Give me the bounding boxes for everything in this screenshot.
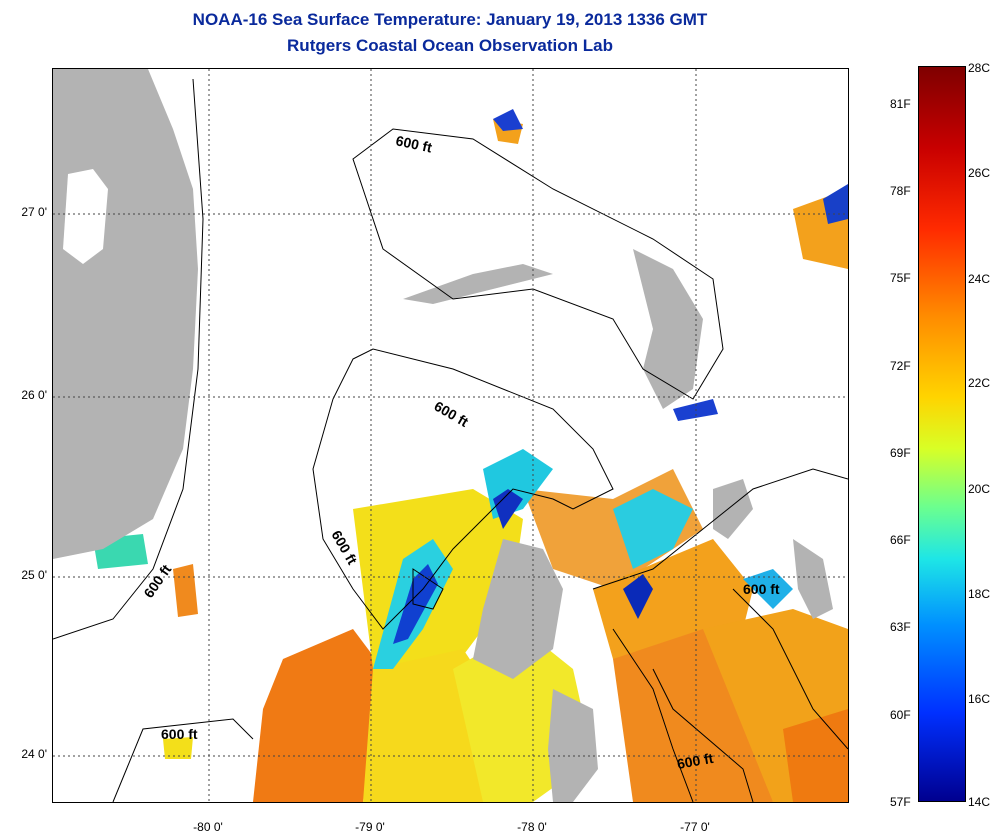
contour-label: 600 ft — [140, 561, 174, 600]
colorbar-fahrenheit-label: 75F — [890, 271, 911, 285]
colorbar-fahrenheit-label: 63F — [890, 620, 911, 634]
eleuthera-land — [713, 479, 753, 539]
contour-label: 600 ft — [743, 581, 780, 597]
colorbar-celsius-label: 20C — [968, 482, 991, 496]
colorbar-fahrenheit-label: 81F — [890, 97, 911, 111]
contour-lines — [53, 78, 848, 802]
colorbar-celsius-label: 26C — [968, 166, 991, 180]
colorbar-celsius-label: 14C — [968, 795, 991, 809]
colorbar-fahrenheit-label: 60F — [890, 708, 911, 722]
colorbar-fahrenheit-label: 69F — [890, 446, 911, 460]
sst-map: 600 ft 600 ft 600 ft 600 ft 600 ft 600 f… — [52, 68, 849, 803]
colorbar-celsius-label: 24C — [968, 272, 991, 286]
temperature-colorbar — [918, 66, 966, 802]
colorbar-fahrenheit-label: 57F — [890, 795, 911, 809]
colorbar-fahrenheit-label: 66F — [890, 533, 911, 547]
colorbar-fahrenheit-label: 78F — [890, 184, 911, 198]
sst-patches — [163, 119, 848, 802]
colorbar-celsius-label: 16C — [968, 692, 991, 706]
exuma-land — [548, 689, 598, 802]
colorbar-celsius-label: 18C — [968, 587, 991, 601]
contour-label: 600 ft — [676, 750, 715, 772]
lat-label-24: 24 0' — [21, 747, 47, 761]
map-title: NOAA-16 Sea Surface Temperature: January… — [192, 10, 708, 29]
colorbar-celsius-label: 28C — [968, 61, 991, 75]
abaco-land — [633, 249, 703, 409]
contour-label: 600 ft — [394, 132, 433, 155]
map-subtitle: Rutgers Coastal Ocean Observation Lab — [287, 36, 613, 55]
colorbar-celsius-label: 22C — [968, 376, 991, 390]
lon-label-78: -78 0' — [517, 820, 547, 834]
lat-label-26: 26 0' — [21, 388, 47, 402]
grand-bahama-land — [403, 264, 553, 304]
lake-okeechobee — [63, 169, 108, 264]
lat-label-25: 25 0' — [21, 568, 47, 582]
andros-land — [473, 539, 563, 679]
florida-land — [53, 69, 198, 559]
colorbar-fahrenheit-label: 72F — [890, 359, 911, 373]
cat-island-land — [793, 539, 833, 619]
lon-label-77: -77 0' — [680, 820, 710, 834]
lon-label-80: -80 0' — [193, 820, 223, 834]
contour-label: 600 ft — [432, 398, 472, 430]
lat-label-27: 27 0' — [21, 205, 47, 219]
sst-map-canvas: 600 ft 600 ft 600 ft 600 ft 600 ft 600 f… — [53, 69, 848, 802]
contour-label: 600 ft — [161, 726, 198, 742]
contour-label: 600 ft — [328, 528, 360, 568]
lon-label-79: -79 0' — [355, 820, 385, 834]
graticule — [53, 69, 848, 802]
